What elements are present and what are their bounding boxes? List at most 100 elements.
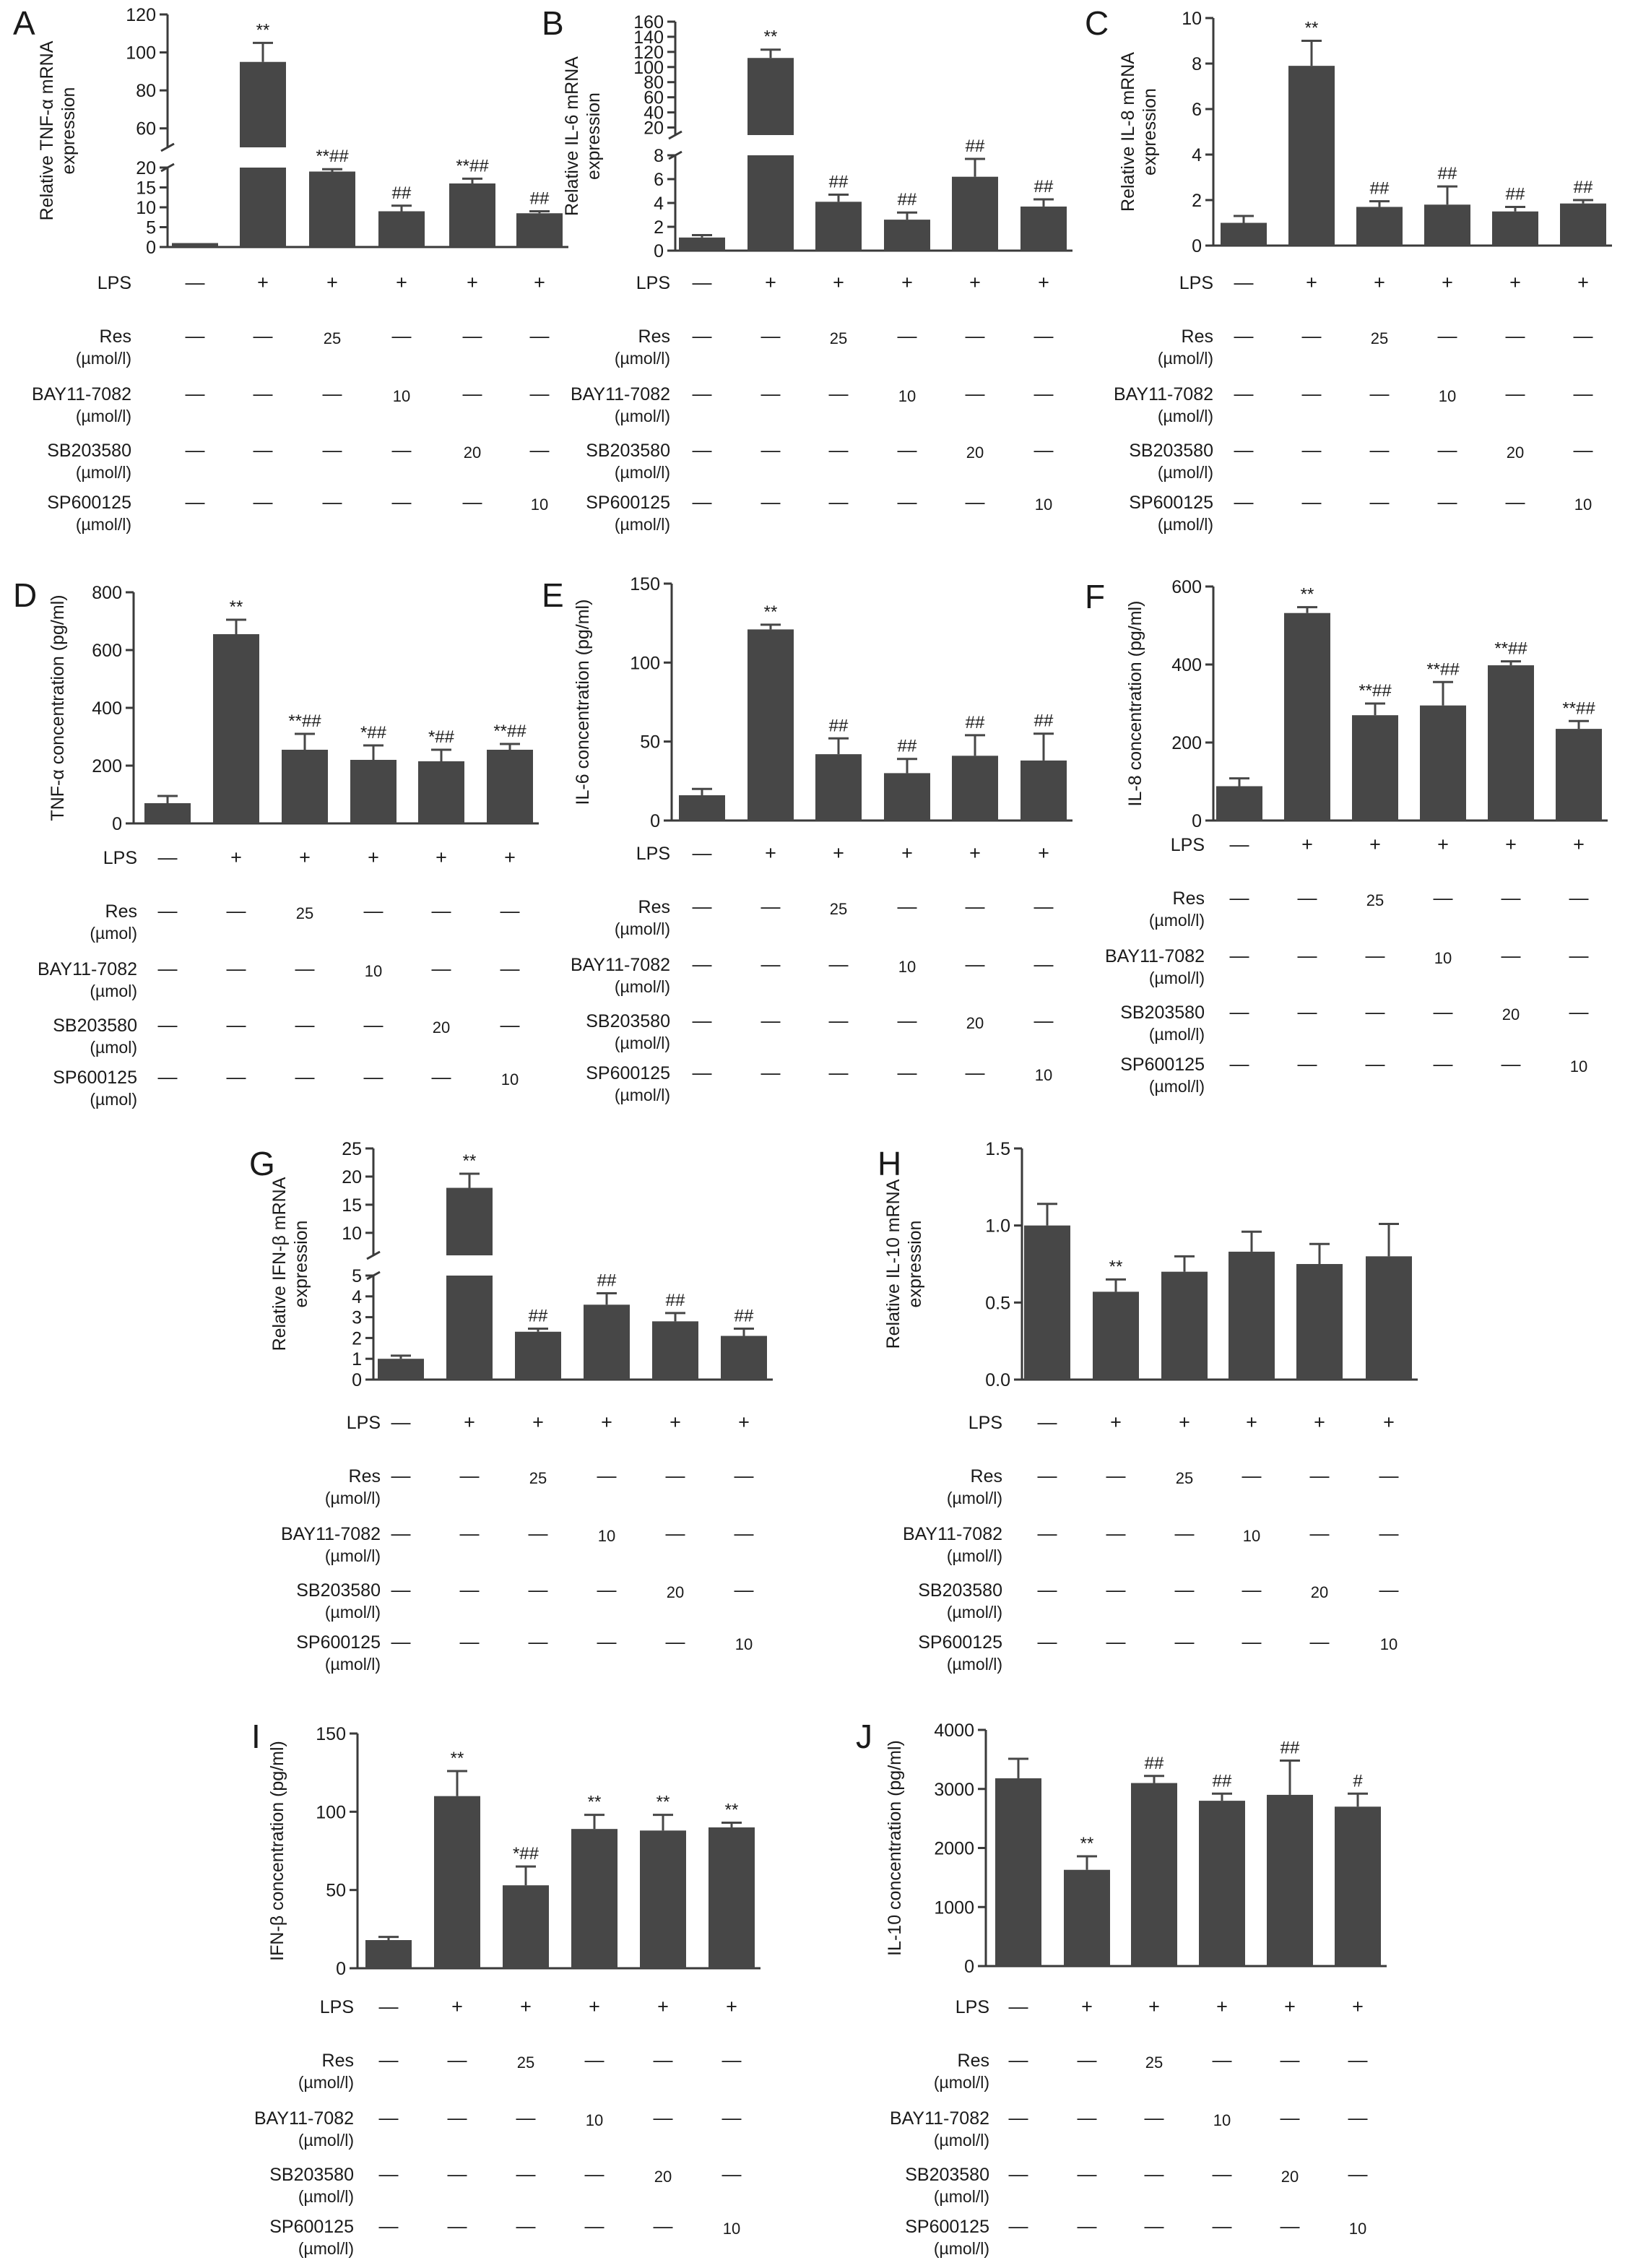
treatment-cell: —	[1502, 887, 1521, 909]
panel-e: E IL-6 concentration (pg/ml) 0 50 100 150 ** ##…	[542, 574, 1072, 1104]
treatment-cell: —	[898, 896, 917, 917]
treatment-row-unit: (µmol/l)	[615, 1034, 670, 1052]
y-tick-label: 2	[352, 1328, 362, 1349]
treatment-cell: —	[829, 1010, 849, 1031]
y-tick-label: 120	[126, 5, 156, 25]
treatment-cell: +	[765, 842, 776, 864]
treatment-row-unit: (µmol/l)	[615, 919, 670, 938]
treatment-cell: —	[254, 383, 273, 404]
treatment-cell: 20	[1281, 2168, 1299, 2186]
treatment-cell: —	[1280, 2107, 1300, 2129]
treatment-row-label: SB203580	[296, 1580, 381, 1601]
treatment-cell: —	[1175, 1523, 1195, 1544]
treatment-cell: —	[1230, 945, 1249, 966]
treatment-cell: +	[534, 272, 545, 293]
treatment-row-unit: (µmol/l)	[615, 407, 670, 425]
treatment-cell: —	[1213, 2049, 1232, 2071]
y-tick-label: 5	[146, 218, 156, 238]
treatment-cell: —	[1506, 325, 1525, 347]
treatment-row-label: LPS	[320, 1997, 354, 2017]
treatment-cell: —	[585, 2163, 604, 2185]
treatment-cell: 25	[529, 1469, 547, 1487]
treatment-row-unit: (µmol/l)	[76, 407, 131, 425]
treatment-row-unit: (µmol/l)	[615, 349, 670, 368]
treatment-cell: +	[901, 272, 913, 293]
treatment-row-label: BAY11-7082	[281, 1524, 381, 1544]
treatment-cell: —	[1234, 491, 1254, 513]
treatment-cell: —	[529, 1631, 548, 1653]
treatment-cell: —	[1234, 439, 1254, 461]
bar	[515, 1331, 561, 1380]
treatment-cell: 10	[1380, 1635, 1398, 1653]
bar	[309, 171, 355, 247]
treatment-cell: 10	[898, 958, 916, 976]
treatment-cell: —	[898, 491, 917, 513]
treatment-cell: 10	[531, 495, 548, 514]
bar-break-gap	[238, 147, 287, 168]
y-axis-label: expression	[1140, 88, 1160, 176]
bar	[1424, 204, 1470, 246]
treatment-row-unit: (µmol/l)	[947, 1546, 1002, 1565]
treatment-cell: —	[460, 1631, 480, 1653]
treatment-cell: —	[693, 896, 712, 917]
treatment-cell: —	[500, 1014, 520, 1036]
treatment-cell: +	[1383, 1411, 1395, 1433]
y-tick-label: 3	[352, 1308, 362, 1328]
treatment-cell: +	[1314, 1411, 1325, 1433]
significance-marker: ##	[530, 189, 550, 209]
treatment-row-label: Res	[1182, 326, 1213, 347]
treatment-cell: —	[734, 1465, 754, 1486]
treatment-cell: —	[186, 491, 205, 513]
y-tick-label: 50	[326, 1881, 346, 1901]
treatment-cell: +	[601, 1411, 612, 1433]
treatment-cell: —	[1502, 945, 1521, 966]
panel-f: F IL-8 concentration (pg/ml) 0 200 400 600 ** *…	[1085, 577, 1608, 1096]
significance-marker: **	[1301, 585, 1314, 605]
treatment-cell: —	[1038, 1631, 1057, 1653]
bar	[884, 773, 930, 821]
treatment-cell: —	[722, 2049, 742, 2071]
treatment-cell: —	[898, 1010, 917, 1031]
treatment-cell: 25	[830, 329, 847, 347]
y-axis-label: Relative IFN-β mRNA	[269, 1177, 290, 1351]
y-tick-label: 1.5	[985, 1139, 1010, 1159]
bar	[282, 750, 328, 823]
axis-break-mark	[366, 1250, 381, 1260]
bar	[815, 754, 862, 821]
treatment-cell: —	[1213, 2215, 1232, 2237]
bar	[503, 1885, 549, 1968]
treatment-cell: —	[1569, 1001, 1589, 1023]
significance-marker: *##	[428, 727, 455, 747]
bar-break-gap	[445, 1255, 494, 1276]
treatment-cell: —	[1506, 383, 1525, 404]
bar	[1556, 729, 1602, 821]
treatment-cell: +	[230, 847, 242, 868]
treatment-row-label: SP600125	[586, 493, 670, 513]
treatment-cell: —	[1302, 439, 1322, 461]
bar	[1131, 1783, 1177, 1966]
treatment-cell: —	[1379, 1579, 1399, 1601]
treatment-cell: —	[254, 325, 273, 347]
treatment-cell: +	[1437, 834, 1449, 855]
treatment-cell: —	[500, 900, 520, 922]
treatment-cell: —	[463, 325, 482, 347]
treatment-cell: —	[693, 325, 712, 347]
y-tick-label: 15	[342, 1195, 362, 1216]
treatment-cell: —	[158, 1014, 178, 1036]
treatment-row-label: LPS	[636, 273, 670, 293]
treatment-row-unit: (µmol/l)	[947, 1603, 1002, 1622]
treatment-cell: —	[1302, 383, 1322, 404]
treatment-cell: —	[1230, 1053, 1249, 1075]
treatment-cell: —	[448, 2107, 467, 2129]
treatment-cell: —	[1379, 1465, 1399, 1486]
y-tick-label: 150	[316, 1724, 346, 1744]
treatment-cell: —	[654, 2049, 673, 2071]
treatment-cell: +	[1369, 834, 1381, 855]
treatment-cell: —	[530, 383, 550, 404]
bar	[516, 213, 563, 247]
treatment-row-unit: (µmol/l)	[298, 2131, 354, 2150]
treatment-row-label: Res	[638, 897, 670, 917]
treatment-cell: +	[1081, 1996, 1093, 2017]
significance-marker: ##	[1034, 177, 1054, 196]
